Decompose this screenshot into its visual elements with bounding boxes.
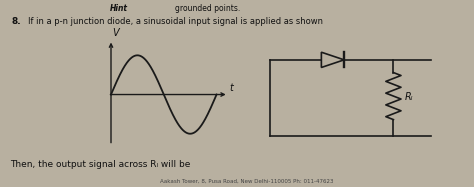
Text: Rₗ: Rₗ	[405, 92, 413, 102]
Text: V: V	[112, 28, 118, 38]
Text: grounded points.: grounded points.	[175, 4, 240, 13]
Text: t: t	[229, 83, 233, 93]
Text: Hint: Hint	[110, 4, 128, 13]
Text: Aakash Tower, 8, Pusa Road, New Delhi-110005 Ph: 011-47623: Aakash Tower, 8, Pusa Road, New Delhi-11…	[160, 179, 334, 184]
Text: Then, the output signal across Rₗ will be: Then, the output signal across Rₗ will b…	[10, 160, 191, 169]
Text: 8.: 8.	[12, 17, 22, 26]
Text: If in a p-n junction diode, a sinusoidal input signal is applied as shown: If in a p-n junction diode, a sinusoidal…	[28, 17, 323, 26]
